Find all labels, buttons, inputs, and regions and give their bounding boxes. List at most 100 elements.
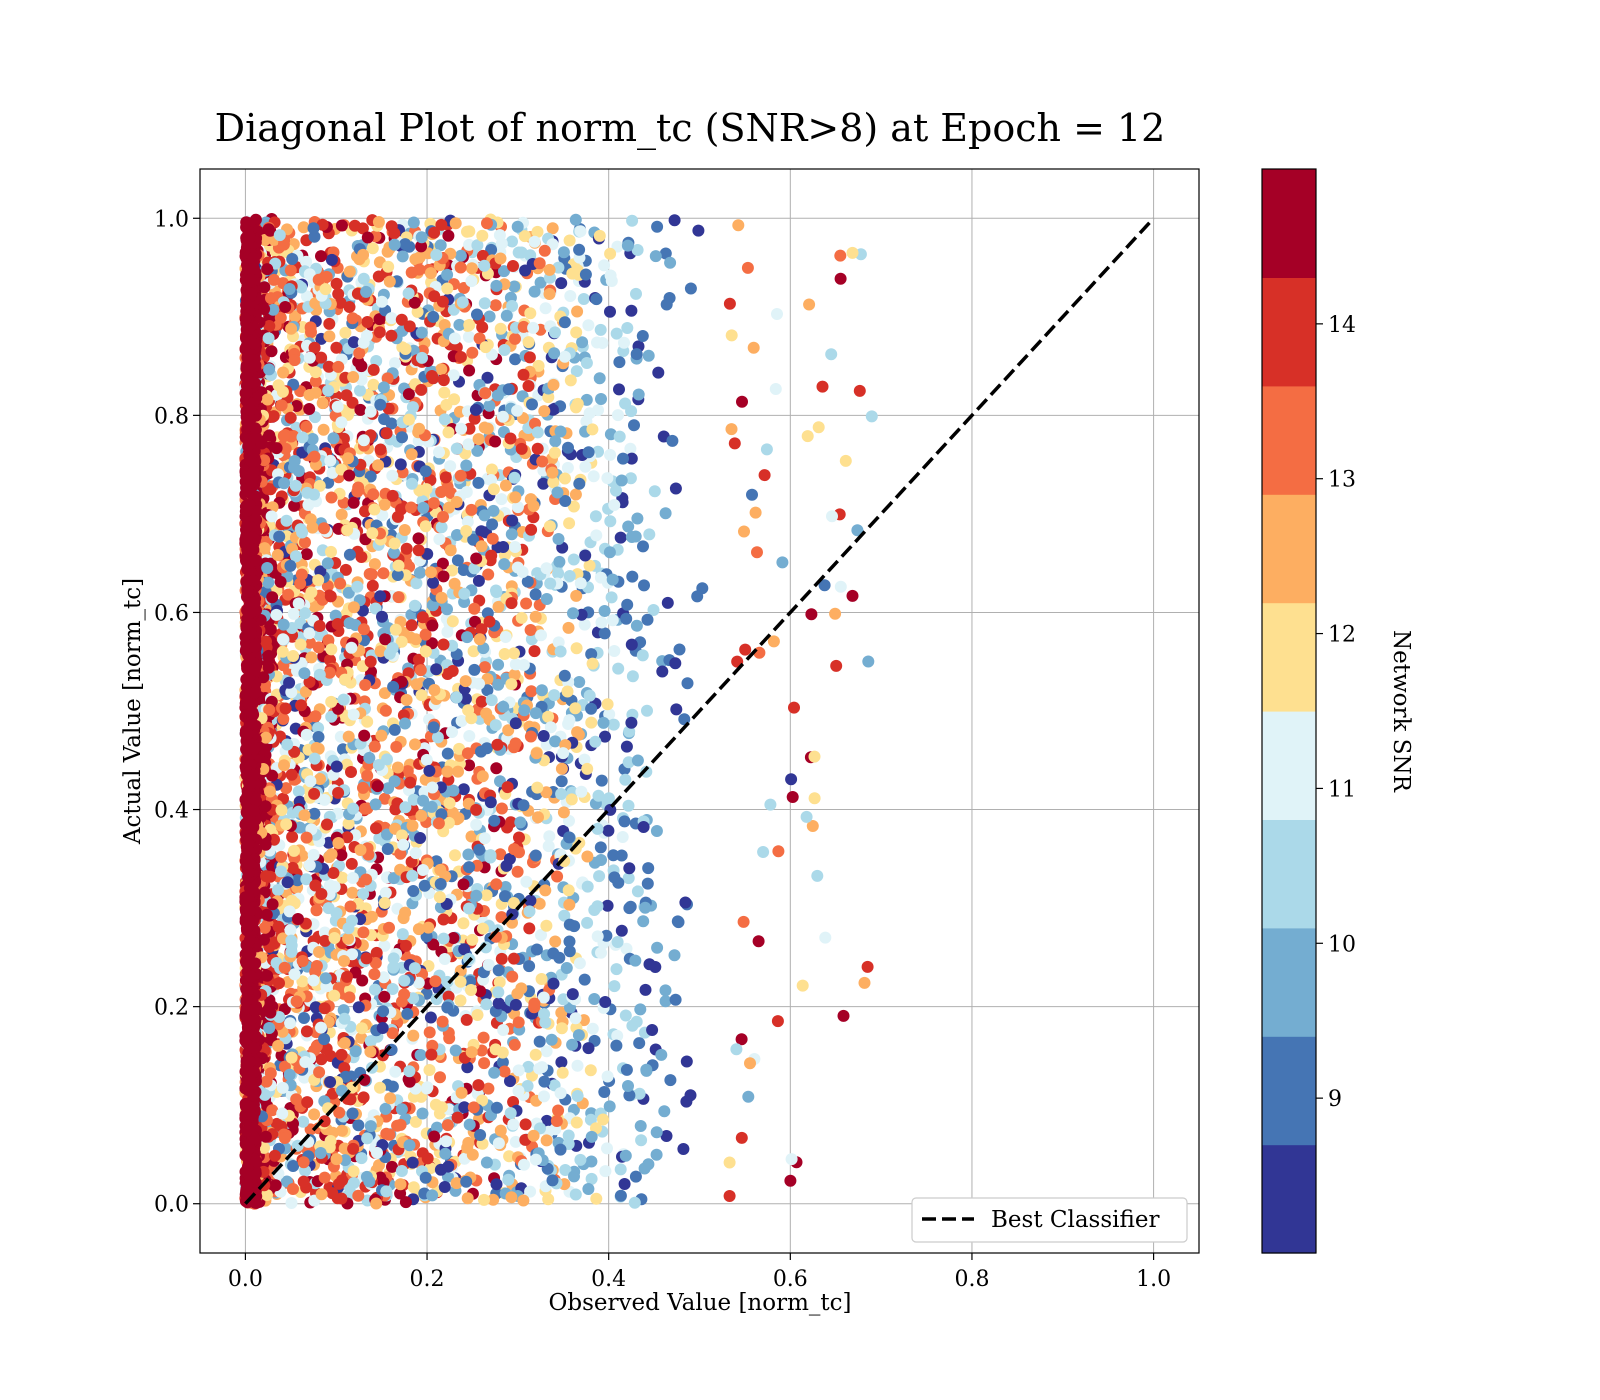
- scatter-point: [825, 348, 838, 361]
- scatter-point: [517, 368, 530, 381]
- scatter-point: [613, 383, 625, 396]
- scatter-point: [441, 765, 454, 778]
- scatter-point: [489, 1043, 502, 1056]
- scatter-point: [400, 542, 413, 555]
- scatter-point: [597, 1113, 609, 1126]
- scatter-point: [629, 1170, 642, 1183]
- scatter-point: [442, 1160, 455, 1173]
- scatter-point: [550, 1115, 563, 1127]
- scatter-point: [334, 577, 347, 590]
- scatter-point: [310, 960, 323, 972]
- scatter-point: [441, 1001, 454, 1014]
- scatter-point: [366, 579, 379, 592]
- scatter-point: [437, 510, 449, 523]
- scatter-point: [737, 915, 750, 928]
- scatter-point: [535, 629, 547, 642]
- scatter-point: [374, 1081, 386, 1094]
- scatter-point: [568, 920, 581, 933]
- scatter-point: [524, 730, 537, 743]
- scatter-point: [346, 886, 359, 899]
- scatter-point: [457, 783, 470, 796]
- scatter-point: [514, 816, 527, 829]
- scatter-point: [264, 1006, 277, 1019]
- scatter-point: [480, 1156, 493, 1169]
- scatter-point: [758, 469, 771, 482]
- scatter-point: [523, 922, 536, 935]
- scatter-point: [277, 366, 290, 379]
- scatter-point: [333, 1106, 346, 1119]
- scatter-point: [528, 285, 541, 298]
- scatter-point: [292, 785, 305, 798]
- scatter-point: [402, 287, 415, 300]
- scatter-point: [438, 953, 451, 965]
- scatter-point: [283, 1068, 296, 1081]
- scatter-point: [522, 336, 535, 349]
- scatter-point: [304, 1123, 317, 1136]
- scatter-point: [538, 1090, 550, 1103]
- scatter-point: [567, 607, 579, 620]
- scatter-point: [684, 1089, 697, 1102]
- scatter-point: [569, 1012, 582, 1025]
- scatter-point: [285, 1051, 298, 1064]
- scatter-point: [318, 522, 330, 535]
- scatter-point: [601, 1142, 613, 1155]
- scatter-point: [573, 957, 586, 970]
- scatter-point: [481, 217, 493, 230]
- scatter-points: [239, 213, 878, 1210]
- scatter-point: [457, 878, 470, 891]
- scatter-point: [359, 679, 372, 691]
- scatter-point: [622, 872, 635, 885]
- scatter-point: [478, 1193, 490, 1206]
- scatter-point: [379, 704, 392, 717]
- scatter-point: [308, 1108, 321, 1121]
- scatter-point: [598, 1086, 611, 1098]
- scatter-point: [608, 980, 621, 993]
- scatter-point: [275, 865, 287, 878]
- scatter-point: [555, 1056, 568, 1069]
- scatter-point: [288, 499, 301, 512]
- scatter-point: [465, 1046, 478, 1059]
- scatter-point: [274, 575, 287, 588]
- scatter-point: [331, 618, 344, 630]
- scatter-point: [303, 636, 316, 649]
- scatter-point: [571, 1059, 584, 1072]
- scatter-point: [786, 791, 799, 803]
- scatter-point: [444, 460, 457, 473]
- scatter-point: [425, 370, 438, 382]
- scatter-point: [321, 818, 333, 831]
- scatter-point: [610, 327, 623, 340]
- scatter-point: [262, 649, 275, 662]
- scatter-point: [325, 253, 338, 266]
- scatter-point: [537, 730, 550, 742]
- scatter-point: [315, 1188, 328, 1201]
- scatter-point: [355, 1152, 368, 1165]
- scatter-point: [455, 1086, 468, 1099]
- scatter-point: [641, 877, 654, 890]
- scatter-point: [495, 802, 508, 815]
- scatter-point: [415, 326, 428, 339]
- scatter-point: [437, 913, 450, 926]
- scatter-point: [749, 506, 762, 519]
- scatter-point: [352, 1001, 365, 1014]
- scatter-point: [669, 482, 682, 495]
- scatter-point: [604, 305, 616, 318]
- scatter-point: [389, 1065, 402, 1078]
- scatter-point: [424, 1011, 437, 1024]
- scatter-point: [405, 501, 418, 514]
- scatter-point: [591, 930, 604, 943]
- scatter-point: [608, 499, 621, 511]
- scatter-point: [461, 1192, 474, 1205]
- scatter-point: [473, 843, 486, 856]
- scatter-point: [528, 645, 541, 658]
- scatter-point: [360, 285, 373, 298]
- scatter-point: [399, 717, 411, 730]
- scatter-point: [336, 1124, 348, 1137]
- scatter-point: [506, 514, 519, 527]
- scatter-point: [800, 810, 813, 823]
- scatter-point: [325, 545, 337, 558]
- scatter-point: [664, 256, 677, 269]
- scatter-point: [556, 1066, 569, 1079]
- scatter-point: [548, 689, 561, 702]
- scatter-point: [642, 349, 655, 362]
- scatter-point: [414, 566, 426, 579]
